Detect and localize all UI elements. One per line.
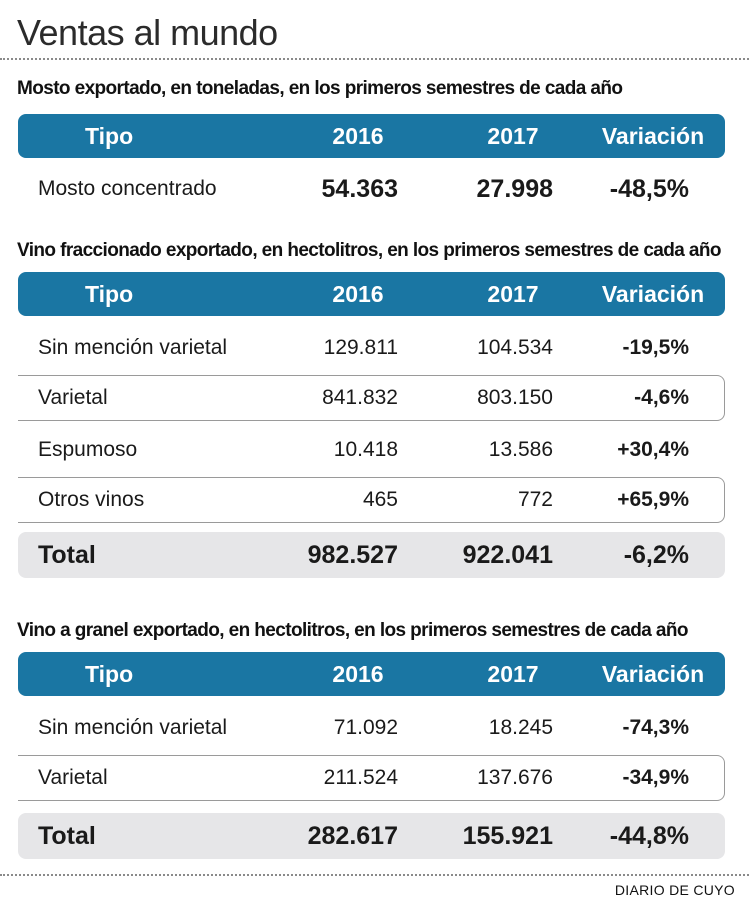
- section-title-granel: Vino a granel exportado, en hectolitros,…: [17, 620, 688, 641]
- header-2017: 2017: [487, 122, 539, 149]
- row-2016: 129.811: [323, 336, 398, 359]
- row-2016: 465: [362, 488, 398, 511]
- total-2017: 155.921: [462, 821, 553, 850]
- row-2016: 211.524: [323, 766, 398, 789]
- row-variacion: -19,5%: [622, 336, 689, 359]
- table-row: Varietal 211.524 137.676 -34,9%: [18, 755, 725, 801]
- row-2017: 104.534: [477, 336, 553, 359]
- table-header-fraccionado: Tipo 2016 2017 Variación: [18, 272, 725, 316]
- row-tipo: Sin mención varietal: [38, 716, 228, 739]
- row-variacion: -74,3%: [622, 716, 689, 739]
- row-variacion: -4,6%: [634, 386, 689, 409]
- table-row: Sin mención varietal 129.811 104.534 -19…: [18, 325, 725, 371]
- total-label: Total: [38, 821, 96, 850]
- header-variacion: Variación: [601, 660, 705, 687]
- total-row: Total 282.617 155.921 -44,8%: [18, 813, 725, 859]
- header-variacion: Variación: [601, 122, 705, 149]
- row-2017: 803.150: [477, 386, 553, 409]
- total-2017: 922.041: [462, 540, 553, 569]
- total-label: Total: [38, 540, 96, 569]
- header-variacion: Variación: [601, 280, 705, 307]
- row-variacion: -34,9%: [622, 766, 689, 789]
- table-row: Varietal 841.832 803.150 -4,6%: [18, 375, 725, 421]
- table-row: Sin mención varietal 71.092 18.245 -74,3…: [18, 705, 725, 751]
- row-2017: 18.245: [488, 716, 553, 739]
- section-title-fraccionado: Vino fraccionado exportado, en hectolitr…: [17, 240, 721, 261]
- bottom-divider: [0, 874, 749, 876]
- row-2016: 71.092: [333, 716, 398, 739]
- page-title: Ventas al mundo: [17, 12, 278, 53]
- row-variacion: +30,4%: [617, 438, 689, 461]
- header-tipo: Tipo: [85, 660, 134, 687]
- row-tipo: Espumoso: [38, 438, 138, 461]
- row-2016: 841.832: [322, 386, 398, 409]
- table-row: Mosto concentrado 54.363 27.998 -48,5%: [18, 166, 725, 212]
- row-variacion: -48,5%: [609, 174, 689, 203]
- table-header-mosto: Tipo 2016 2017 Variación: [18, 114, 725, 158]
- header-2016: 2016: [332, 280, 384, 307]
- total-2016: 982.527: [307, 540, 398, 569]
- row-variacion: +65,9%: [617, 488, 689, 511]
- table-row: Espumoso 10.418 13.586 +30,4%: [18, 427, 725, 473]
- header-2017: 2017: [487, 660, 539, 687]
- source-credit: DIARIO DE CUYO: [614, 882, 735, 898]
- row-2017: 27.998: [476, 174, 553, 203]
- row-2016: 54.363: [321, 174, 398, 203]
- header-2016: 2016: [332, 660, 384, 687]
- top-divider: [0, 58, 749, 60]
- row-2017: 13.586: [488, 438, 553, 461]
- section-title-mosto: Mosto exportado, en toneladas, en los pr…: [17, 78, 623, 99]
- header-tipo: Tipo: [85, 122, 134, 149]
- row-2017: 772: [517, 488, 553, 511]
- table-row: Otros vinos 465 772 +65,9%: [18, 477, 725, 523]
- total-row: Total 982.527 922.041 -6,2%: [18, 532, 725, 578]
- total-2016: 282.617: [307, 821, 398, 850]
- row-tipo: Sin mención varietal: [38, 336, 228, 359]
- total-variacion: -44,8%: [609, 821, 689, 850]
- total-variacion: -6,2%: [623, 540, 689, 569]
- row-tipo: Otros vinos: [38, 488, 145, 511]
- row-tipo: Varietal: [38, 766, 108, 789]
- header-tipo: Tipo: [85, 280, 134, 307]
- row-tipo: Mosto concentrado: [38, 177, 217, 200]
- header-2016: 2016: [332, 122, 384, 149]
- row-2017: 137.676: [477, 766, 553, 789]
- row-tipo: Varietal: [38, 386, 108, 409]
- header-2017: 2017: [487, 280, 539, 307]
- row-2016: 10.418: [333, 438, 398, 461]
- table-header-granel: Tipo 2016 2017 Variación: [18, 652, 725, 696]
